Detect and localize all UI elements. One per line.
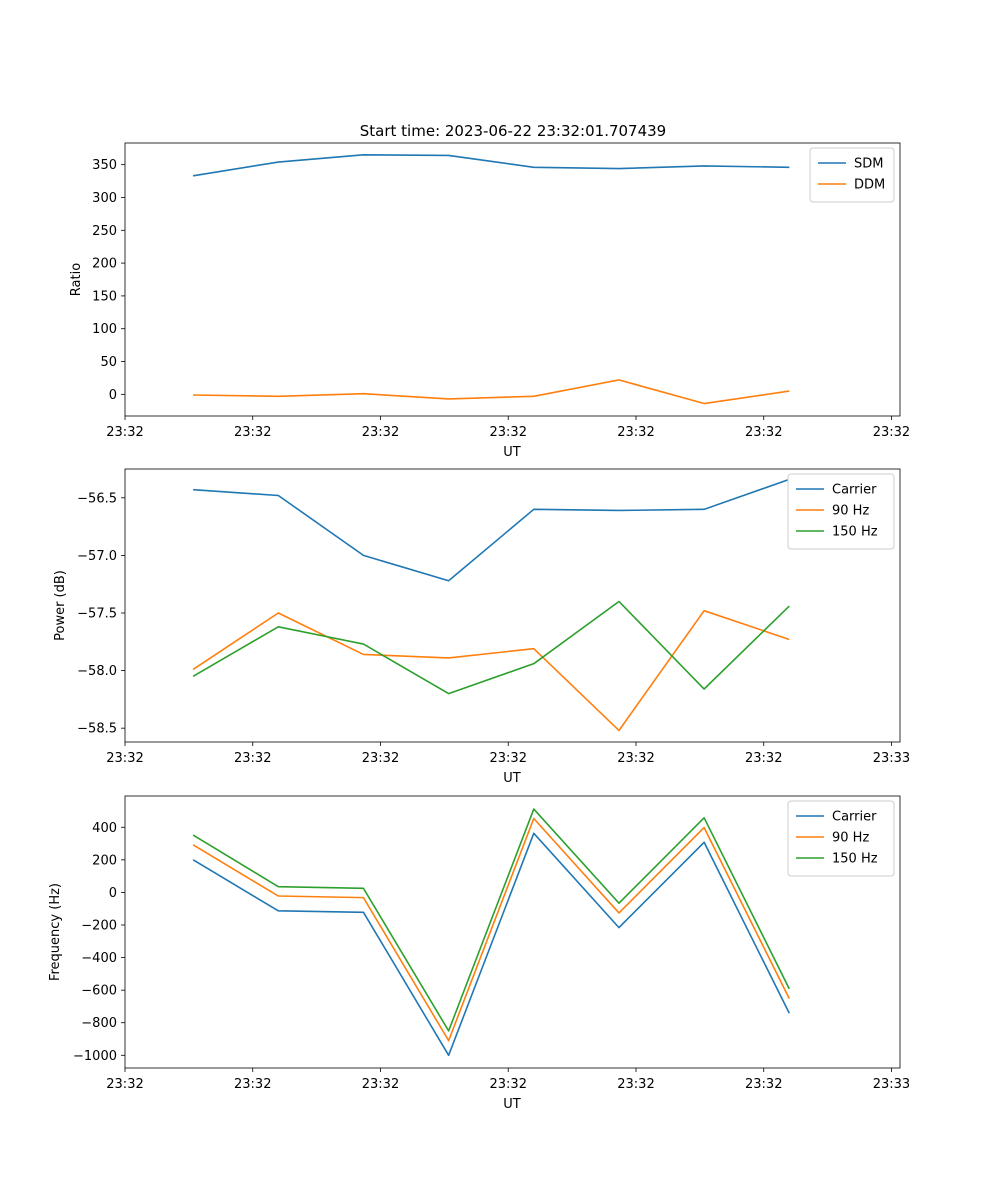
series-line-carrier [193,478,790,582]
y-tick-label: −57.5 [77,606,117,621]
x-tick-label: 23:32 [617,1077,654,1092]
x-tick-label: 23:32 [490,1077,527,1092]
legend-label-150-hz: 150 Hz [832,852,878,867]
power-plot-frame [124,468,901,743]
y-tick-label: −57.0 [77,549,117,564]
x-tick-label: 23:32 [106,425,143,440]
legend-label-carrier: Carrier [832,810,877,825]
y-tick-label: 100 [92,322,117,337]
frequency-plot-frame [124,795,901,1069]
x-tick-label: 23:32 [745,425,782,440]
legend: Carrier 90 Hz 150 Hz [787,800,895,877]
x-tick-label: 23:32 [490,751,527,766]
x-axis-label: UT [503,771,521,786]
x-tick-label: 23:32 [617,425,654,440]
legend-label-ddm: DDM [854,178,885,193]
y-tick-label: 150 [92,289,117,304]
y-tick-label: 200 [92,257,117,272]
y-tick-label: 300 [92,191,117,206]
y-tick-label: −58.5 [77,722,117,737]
legend-label-150-hz: 150 Hz [832,525,878,540]
legend: SDM DDM [809,147,895,203]
series-line-90-hz [192,817,791,1042]
figure-title: Start time: 2023-06-22 23:32:01.707439 [360,122,666,140]
x-tick-label: 23:32 [745,1077,782,1092]
y-axis-label: Frequency (Hz) [48,883,63,981]
y-tick-label: −1000 [73,1049,117,1064]
legend-label-carrier: Carrier [832,483,877,498]
series-line-150-hz [192,600,790,695]
y-tick-label: −600 [81,984,117,999]
x-tick-label: 23:32 [745,751,782,766]
x-tick-label: 23:32 [106,1077,143,1092]
y-tick-label: 350 [92,158,117,173]
x-tick-label: 23:32 [106,751,143,766]
y-tick-label: −800 [81,1016,117,1031]
y-tick-label: 200 [92,853,117,868]
x-tick-label: 23:32 [234,425,271,440]
ratio-panel: 23:32 23:32 23:32 23:32 23:32 23:32 23:32 0 50 10… [69,142,910,460]
x-tick-label: 23:32 [234,751,271,766]
y-tick-label: 250 [92,224,117,239]
frequency-panel: 23:32 23:32 23:32 23:32 23:32 23:32 23:33 −1000… [48,795,910,1112]
y-tick-label: 0 [109,388,117,403]
legend-label-sdm: SDM [854,157,883,172]
y-tick-label: 400 [92,821,117,836]
x-tick-label: 23:32 [362,751,399,766]
x-tick-label: 23:32 [362,425,399,440]
x-tick-label: 23:33 [873,1077,910,1092]
x-tick-label: 23:32 [617,751,654,766]
legend: Carrier 90 Hz 150 Hz [787,473,895,550]
series-line-ddm [193,379,790,405]
y-tick-label: −200 [81,918,117,933]
ratio-plot-frame [124,142,901,417]
y-tick-label: −400 [81,951,117,966]
series-line-carrier [192,832,791,1057]
x-tick-label: 23:33 [873,751,910,766]
y-axis-label: Power (dB) [53,570,68,641]
y-tick-label: −58.0 [77,664,117,679]
x-tick-label: 23:32 [234,1077,271,1092]
x-tick-label: 23:32 [362,1077,399,1092]
legend-box [809,147,895,203]
series-line-90-hz [192,609,790,732]
legend-label-90-hz: 90 Hz [832,831,869,846]
x-axis-label: UT [503,445,521,460]
x-tick-label: 23:32 [490,425,527,440]
y-tick-label: 50 [100,355,117,370]
series-line-sdm [193,154,790,177]
legend-label-90-hz: 90 Hz [832,504,869,519]
series-line-150-hz [192,808,791,1032]
y-tick-label: −56.5 [77,491,117,506]
x-tick-label: 23:32 [873,425,910,440]
y-axis-label: Ratio [69,263,84,296]
y-tick-label: 0 [109,886,117,901]
x-axis-label: UT [503,1097,521,1112]
power-panel: 23:32 23:32 23:32 23:32 23:32 23:32 23:33 −58.5… [53,468,910,786]
